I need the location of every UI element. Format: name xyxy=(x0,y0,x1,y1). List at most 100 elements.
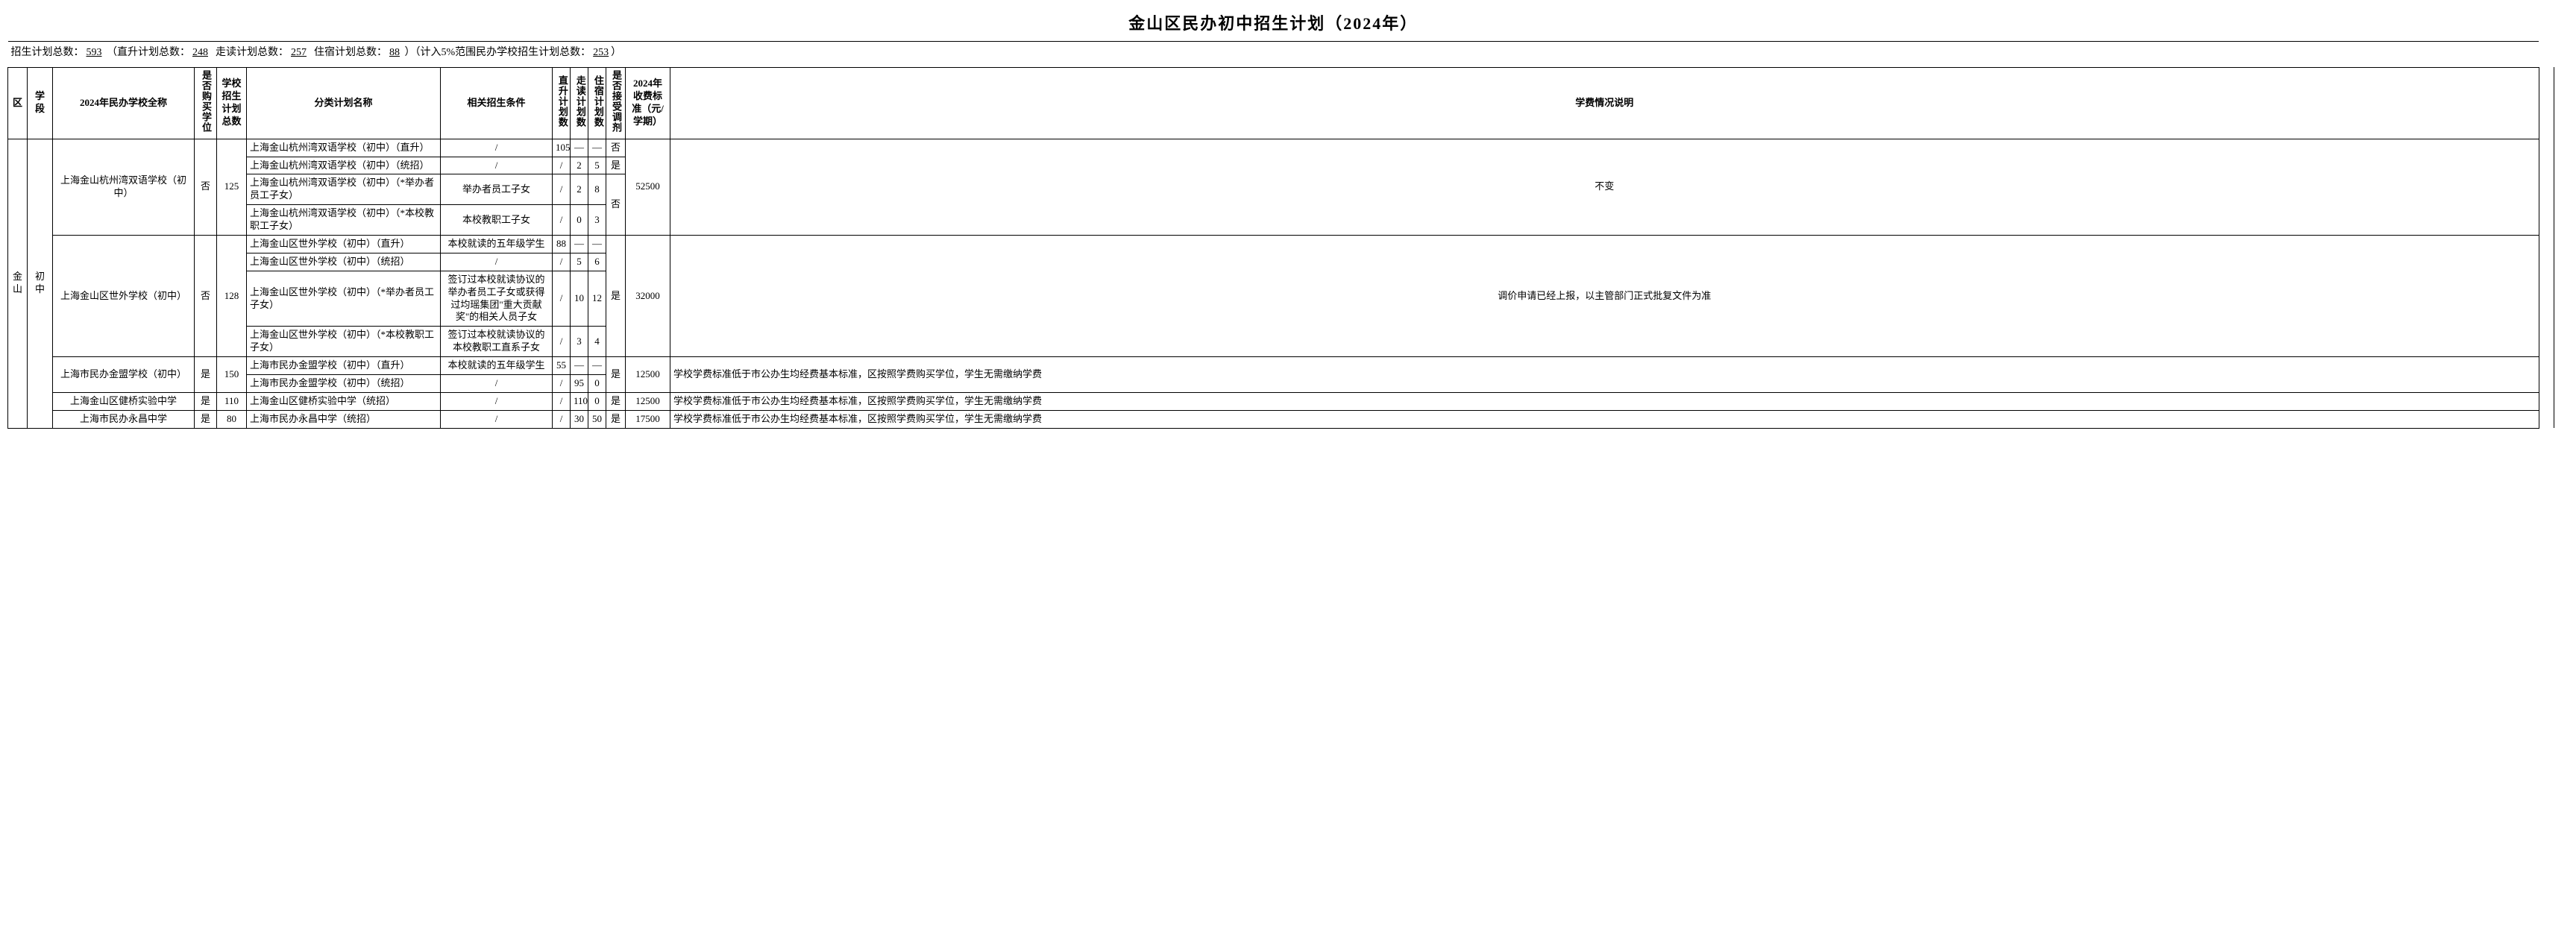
hdr-stage: 学段 xyxy=(28,67,53,139)
note-cell: 调价申请已经上报，以主管部门正式批复文件为准 xyxy=(670,236,2539,357)
adjust-cell: 是 xyxy=(606,392,626,410)
plan-name: 上海市民办永昌中学（统招） xyxy=(247,410,441,428)
summary-walk-label: 走读计划总数： xyxy=(216,47,289,58)
board-cell: 0 xyxy=(588,392,606,410)
summary-direct-label: （直升计划总数： xyxy=(107,47,190,58)
cond-cell: 本校就读的五年级学生 xyxy=(441,357,553,375)
hdr-buy: 是否购买学位 xyxy=(195,67,217,139)
note-cell: 学校学费标准低于市公办生均经费基本标准，区按照学费购买学位，学生无需缴纳学费 xyxy=(670,410,2539,428)
fee-cell: 12500 xyxy=(626,357,670,393)
board-cell: — xyxy=(588,236,606,253)
summary-walk: 257 xyxy=(289,47,309,58)
plan-name: 上海市民办金盟学校（初中）（统招） xyxy=(247,375,441,393)
hdr-plan: 分类计划名称 xyxy=(247,67,441,139)
table-row: 上海市民办永昌中学 是 80 上海市民办永昌中学（统招） / / 30 50 是… xyxy=(8,410,2569,428)
table-row: 上海金山区世外学校（初中） 否 128 上海金山区世外学校（初中）（直升） 本校… xyxy=(8,236,2569,253)
school-name: 上海金山区健桥实验中学 xyxy=(53,392,195,410)
note-cell: 不变 xyxy=(670,139,2539,235)
summary-close: ） xyxy=(611,47,621,58)
buy-cell: 是 xyxy=(195,392,217,410)
walk-cell: 2 xyxy=(571,157,588,174)
buy-cell: 否 xyxy=(195,236,217,357)
hdr-total: 学校招生计划总数 xyxy=(217,67,247,139)
school-name: 上海市民办金盟学校（初中） xyxy=(53,357,195,393)
cond-cell: 签订过本校就读协议的本校教职工直系子女 xyxy=(441,327,553,357)
board-cell: 3 xyxy=(588,205,606,236)
note-cell: 学校学费标准低于市公办生均经费基本标准，区按照学费购买学位，学生无需缴纳学费 xyxy=(670,357,2539,393)
hdr-fee: 2024年收费标准（元/学期） xyxy=(626,67,670,139)
note-cell: 学校学费标准低于市公办生均经费基本标准，区按照学费购买学位，学生无需缴纳学费 xyxy=(670,392,2539,410)
board-cell: 8 xyxy=(588,174,606,205)
cond-cell: / xyxy=(441,139,553,157)
walk-cell: — xyxy=(571,357,588,375)
fee-cell: 17500 xyxy=(626,410,670,428)
hdr-note: 学费情况说明 xyxy=(670,67,2539,139)
plan-name: 上海金山杭州湾双语学校（初中）（*举办者员工子女） xyxy=(247,174,441,205)
summary-5pct: 253 xyxy=(591,47,611,58)
board-cell: 6 xyxy=(588,253,606,271)
hdr-adjust: 是否接受调剂 xyxy=(606,67,626,139)
direct-cell: / xyxy=(553,174,571,205)
plan-name: 上海金山区世外学校（初中）（*本校教职工子女） xyxy=(247,327,441,357)
adjust-cell: 否 xyxy=(606,174,626,236)
fee-cell: 32000 xyxy=(626,236,670,357)
buy-cell: 否 xyxy=(195,139,217,235)
school-name: 上海金山区世外学校（初中） xyxy=(53,236,195,357)
walk-cell: 3 xyxy=(571,327,588,357)
cond-cell: 本校教职工子女 xyxy=(441,205,553,236)
plan-name: 上海金山区健桥实验中学（统招） xyxy=(247,392,441,410)
summary-board: 88 xyxy=(387,47,402,58)
board-cell: 50 xyxy=(588,410,606,428)
cond-cell: 本校就读的五年级学生 xyxy=(441,236,553,253)
table-row: 上海市民办金盟学校（初中） 是 150 上海市民办金盟学校（初中）（直升） 本校… xyxy=(8,357,2569,375)
page-title: 金山区民办初中招生计划（2024年） xyxy=(8,7,2539,41)
hdr-district: 区 xyxy=(8,67,28,139)
adjust-cell: 是 xyxy=(606,157,626,174)
total-cell: 125 xyxy=(217,139,247,235)
plan-name: 上海金山杭州湾双语学校（初中）（直升） xyxy=(247,139,441,157)
fee-cell: 12500 xyxy=(626,392,670,410)
summary-after-label: ）（计入5%范围民办学校招生计划总数： xyxy=(405,47,591,58)
school-name: 上海市民办永昌中学 xyxy=(53,410,195,428)
walk-cell: 10 xyxy=(571,271,588,327)
hdr-walk: 走读计划数 xyxy=(571,67,588,139)
plan-name: 上海金山区世外学校（初中）（直升） xyxy=(247,236,441,253)
total-cell: 110 xyxy=(217,392,247,410)
summary-direct: 248 xyxy=(190,47,210,58)
table-row: 金山 初中 上海金山杭州湾双语学校（初中） 否 125 上海金山杭州湾双语学校（… xyxy=(8,139,2569,157)
direct-cell: / xyxy=(553,392,571,410)
direct-cell: 55 xyxy=(553,357,571,375)
hdr-board: 住宿计划数 xyxy=(588,67,606,139)
header-row: 区 学段 2024年民办学校全称 是否购买学位 学校招生计划总数 分类计划名称 … xyxy=(8,67,2569,139)
board-cell: — xyxy=(588,139,606,157)
hdr-school: 2024年民办学校全称 xyxy=(53,67,195,139)
direct-cell: / xyxy=(553,253,571,271)
cond-cell: / xyxy=(441,410,553,428)
plan-name: 上海金山杭州湾双语学校（初中）（*本校教职工子女） xyxy=(247,205,441,236)
board-cell: 4 xyxy=(588,327,606,357)
direct-cell: / xyxy=(553,410,571,428)
hdr-direct: 直升计划数 xyxy=(553,67,571,139)
board-cell: 0 xyxy=(588,375,606,393)
cond-cell: 签订过本校就读协议的举办者员工子女或获得过均瑶集团"重大贡献奖"的相关人员子女 xyxy=(441,271,553,327)
walk-cell: 2 xyxy=(571,174,588,205)
cond-cell: / xyxy=(441,392,553,410)
walk-cell: — xyxy=(571,236,588,253)
plan-name: 上海市民办金盟学校（初中）（直升） xyxy=(247,357,441,375)
direct-cell: / xyxy=(553,205,571,236)
summary-line: 招生计划总数：593 （直升计划总数：248 走读计划总数：257 住宿计划总数… xyxy=(8,41,2539,67)
table-row: 上海金山区健桥实验中学 是 110 上海金山区健桥实验中学（统招） / / 11… xyxy=(8,392,2569,410)
summary-board-label: 住宿计划总数： xyxy=(314,47,387,58)
plan-name: 上海金山区世外学校（初中）（统招） xyxy=(247,253,441,271)
adjust-cell: 否 xyxy=(606,139,626,157)
direct-cell: / xyxy=(553,157,571,174)
total-cell: 80 xyxy=(217,410,247,428)
plan-name: 上海金山区世外学校（初中）（*举办者员工子女） xyxy=(247,271,441,327)
adjust-cell: 是 xyxy=(606,357,626,393)
stage-cell: 初中 xyxy=(28,139,53,428)
direct-cell: / xyxy=(553,327,571,357)
walk-cell: 30 xyxy=(571,410,588,428)
summary-total: 593 xyxy=(84,47,104,58)
direct-cell: / xyxy=(553,375,571,393)
direct-cell: / xyxy=(553,271,571,327)
